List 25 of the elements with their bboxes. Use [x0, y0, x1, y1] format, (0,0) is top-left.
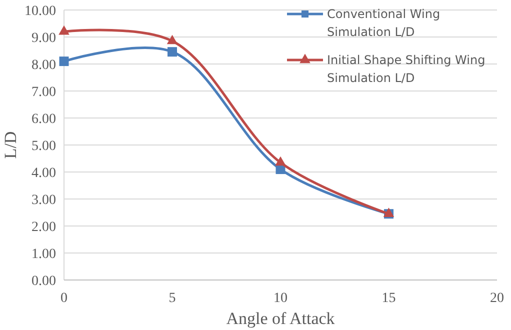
x-tick-label: 20: [490, 291, 504, 306]
y-tick-label: 0.00: [32, 274, 56, 289]
y-tick-label: 7.00: [32, 85, 56, 100]
y-tick-label: 2.00: [32, 220, 56, 235]
point: [275, 156, 286, 166]
y-tick-label: 5.00: [32, 139, 56, 154]
point: [58, 25, 70, 35]
x-tick-label: 5: [168, 291, 176, 306]
point: [166, 34, 178, 44]
legend-label: Conventional Wing Simulation L/D: [327, 7, 440, 39]
y-tick-label: 6.00: [32, 112, 56, 127]
legend-label: Initial Shape Shifting Wing Simulation L/D: [327, 53, 486, 85]
x-tick-label: 10: [274, 291, 288, 306]
x-axis-title: Angle of Attack: [226, 309, 336, 328]
point: [168, 47, 177, 57]
y-tick-label: 3.00: [32, 193, 56, 208]
x-tick-label: 0: [60, 291, 68, 306]
point: [59, 56, 69, 66]
y-tick-label: 9.00: [32, 31, 56, 46]
y-tick-label: 1.00: [32, 247, 56, 262]
y-tick-label: 10.00: [24, 4, 56, 19]
y-axis-title: L/D: [1, 131, 20, 159]
y-tick-label: 8.00: [32, 58, 56, 73]
y-tick-label: 4.00: [32, 166, 56, 181]
x-tick-label: 15: [382, 291, 396, 306]
